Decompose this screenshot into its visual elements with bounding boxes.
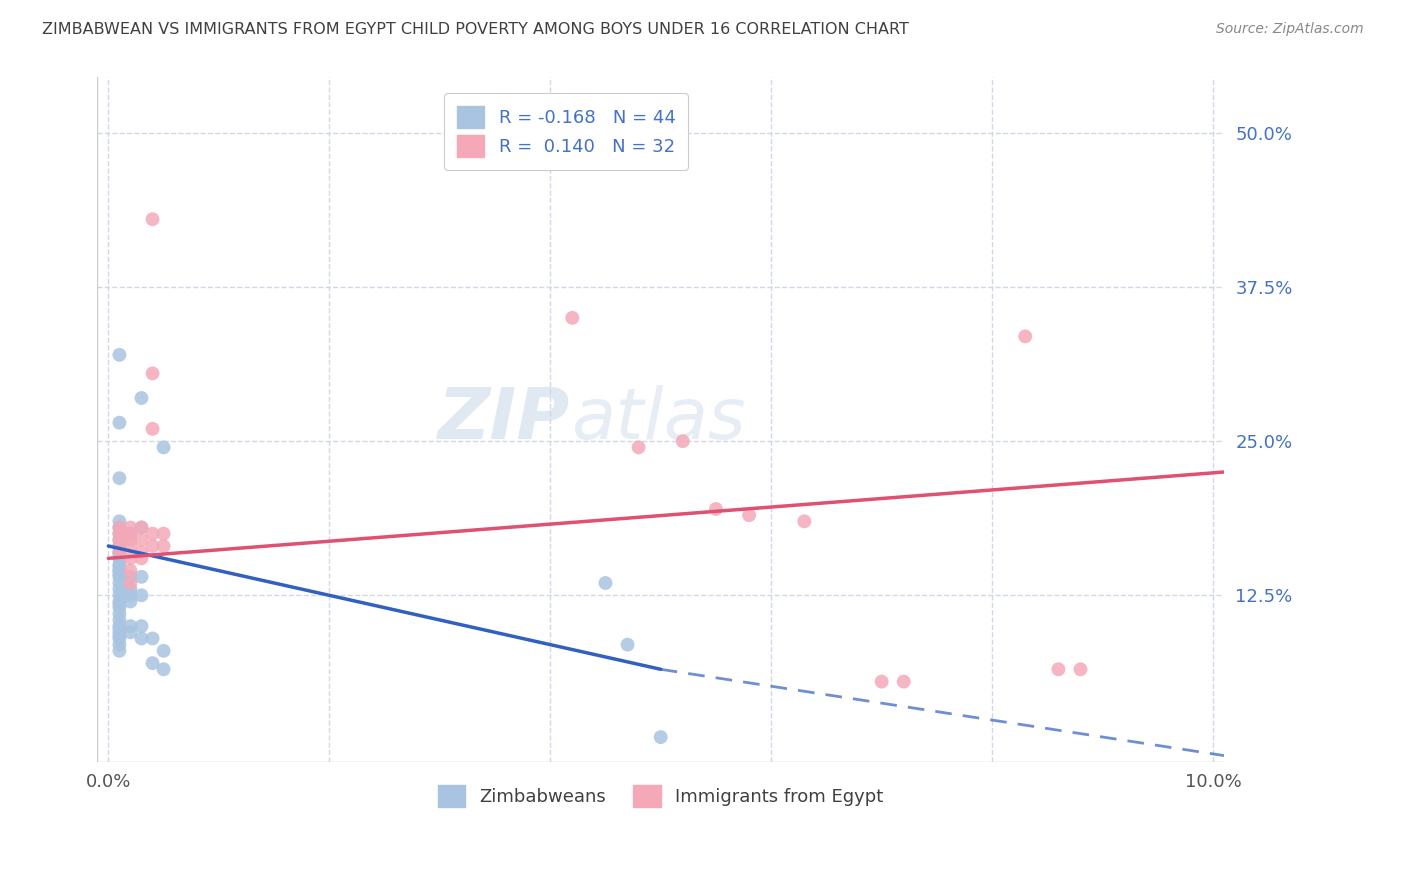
Point (108, 632, 131, 646)
Text: atlas: atlas (571, 385, 745, 454)
Point (120, 588, 142, 602)
Point (616, 638, 638, 652)
Point (120, 520, 142, 534)
Point (108, 520, 131, 534)
Point (672, 434, 695, 449)
Point (108, 570, 131, 584)
Point (141, 422, 163, 436)
Legend: Zimbabweans, Immigrants from Egypt: Zimbabweans, Immigrants from Egypt (430, 778, 890, 814)
Point (108, 526, 131, 541)
Point (120, 625, 142, 640)
Point (108, 564, 131, 578)
Point (108, 539, 131, 553)
Point (738, 508, 761, 523)
Point (108, 471, 131, 485)
Point (108, 539, 131, 553)
Point (650, 730, 672, 744)
Point (108, 348, 131, 362)
Point (561, 310, 583, 325)
Point (120, 570, 142, 584)
Point (120, 619, 142, 633)
Point (627, 441, 650, 455)
Point (108, 533, 131, 547)
Point (152, 662, 174, 676)
Point (793, 514, 815, 528)
Point (1069, 662, 1091, 676)
Point (152, 526, 174, 541)
Point (108, 520, 131, 534)
Point (108, 545, 131, 559)
Point (141, 539, 163, 553)
Point (120, 594, 142, 608)
Point (870, 674, 893, 689)
Point (108, 526, 131, 541)
Point (152, 441, 174, 455)
Point (141, 367, 163, 381)
Point (108, 582, 131, 596)
Point (131, 391, 153, 405)
Point (108, 622, 131, 636)
Point (108, 567, 131, 582)
Point (108, 539, 131, 553)
Point (120, 539, 142, 553)
Point (108, 613, 131, 627)
Point (595, 576, 617, 591)
Point (108, 644, 131, 658)
Point (131, 632, 153, 646)
Point (120, 564, 142, 578)
Point (108, 625, 131, 640)
Point (131, 619, 153, 633)
Point (120, 526, 142, 541)
Point (704, 502, 727, 516)
Point (152, 539, 174, 553)
Point (108, 560, 131, 574)
Point (108, 629, 131, 643)
Point (1047, 662, 1070, 676)
Point (108, 600, 131, 615)
Point (108, 597, 131, 611)
Point (141, 212, 163, 227)
Point (108, 638, 131, 652)
Point (108, 533, 131, 547)
Point (120, 551, 142, 566)
Point (141, 632, 163, 646)
Point (108, 514, 131, 528)
Point (108, 416, 131, 430)
Text: ZIMBABWEAN VS IMMIGRANTS FROM EGYPT CHILD POVERTY AMONG BOYS UNDER 16 CORRELATIO: ZIMBABWEAN VS IMMIGRANTS FROM EGYPT CHIL… (42, 22, 910, 37)
Point (108, 607, 131, 621)
Point (131, 588, 153, 602)
Point (108, 588, 131, 602)
Point (893, 674, 915, 689)
Point (1014, 329, 1036, 343)
Point (108, 551, 131, 566)
Point (108, 619, 131, 633)
Point (131, 545, 153, 559)
Point (131, 551, 153, 566)
Point (120, 533, 142, 547)
Point (141, 526, 163, 541)
Point (131, 520, 153, 534)
Point (131, 520, 153, 534)
Point (120, 526, 142, 541)
Point (108, 548, 131, 562)
Point (108, 564, 131, 578)
Point (120, 582, 142, 596)
Point (152, 644, 174, 658)
Point (141, 656, 163, 670)
Point (108, 594, 131, 608)
Text: ZIP: ZIP (439, 385, 571, 454)
Point (108, 551, 131, 566)
Point (108, 545, 131, 559)
Point (108, 558, 131, 572)
Text: Source: ZipAtlas.com: Source: ZipAtlas.com (1216, 22, 1364, 37)
Point (131, 570, 153, 584)
Point (108, 576, 131, 591)
Point (120, 576, 142, 591)
Point (131, 533, 153, 547)
